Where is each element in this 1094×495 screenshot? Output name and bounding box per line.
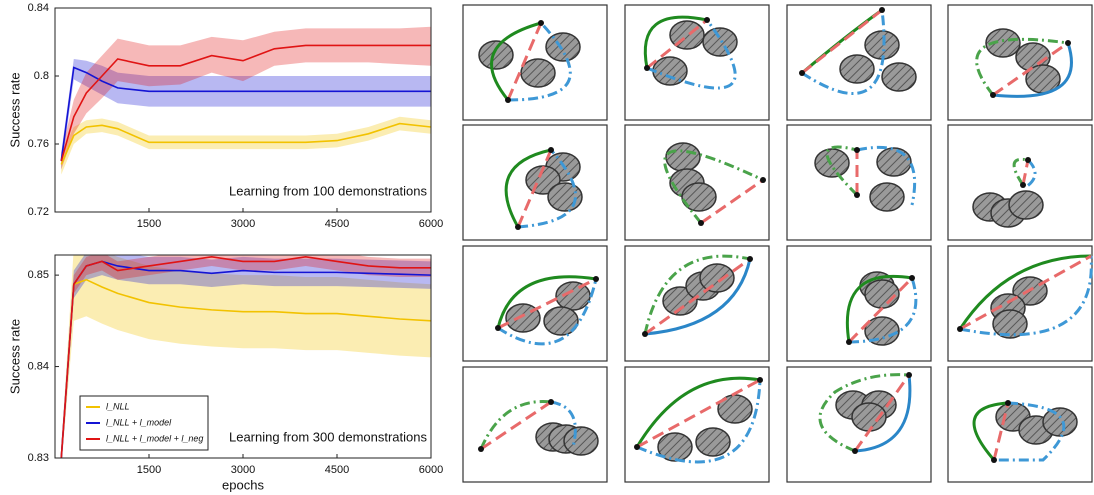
chart: 0.72 0.76 0.8 0.84 1500 3000 4500 6000 Success r… bbox=[7, 2, 443, 230]
panel bbox=[625, 125, 769, 240]
x-tick-label: 4500 bbox=[325, 464, 349, 476]
trajectory-panels bbox=[463, 5, 1092, 482]
x-tick-label: 3000 bbox=[231, 218, 255, 230]
plot-area bbox=[61, 27, 431, 175]
chart: 0.83 0.84 0.85 1500 3000 4500 6000 Success rate… bbox=[7, 243, 443, 492]
panel bbox=[787, 5, 931, 120]
x-tick-label: 6000 bbox=[419, 464, 443, 476]
panel bbox=[625, 246, 769, 361]
legend: l_NLL l_NLL + l_model l_NLL + l_model + l_… bbox=[80, 396, 208, 450]
y-axis-label: Success rate bbox=[7, 319, 22, 394]
annotation: Learning from 300 demonstrations bbox=[229, 429, 428, 444]
y-tick-label: 0.72 bbox=[28, 206, 49, 218]
panel bbox=[463, 125, 607, 240]
y-axis-label: Success rate bbox=[7, 72, 22, 147]
y-tick-label: 0.83 bbox=[28, 452, 49, 464]
panel bbox=[625, 367, 769, 482]
y-tick-label: 0.85 bbox=[28, 269, 49, 281]
y-tick-label: 0.76 bbox=[28, 138, 49, 150]
panel bbox=[787, 125, 931, 240]
charts: 0.72 0.76 0.8 0.84 1500 3000 4500 6000 Success r… bbox=[7, 2, 443, 493]
panel bbox=[463, 5, 607, 120]
panel bbox=[787, 367, 931, 482]
panel bbox=[463, 246, 607, 361]
x-tick-label: 1500 bbox=[137, 218, 161, 230]
legend-label: l_NLL + l_model bbox=[106, 417, 172, 427]
x-tick-label: 3000 bbox=[231, 464, 255, 476]
x-tick-label: 6000 bbox=[419, 218, 443, 230]
y-tick-label: 0.84 bbox=[28, 2, 49, 14]
panel bbox=[625, 5, 769, 120]
y-tick-label: 0.8 bbox=[34, 70, 49, 82]
x-tick-label: 4500 bbox=[325, 218, 349, 230]
panel bbox=[948, 5, 1092, 120]
error-band bbox=[61, 117, 431, 175]
panel bbox=[463, 367, 607, 482]
panel bbox=[948, 125, 1092, 240]
legend-label: l_NLL bbox=[106, 401, 130, 411]
panel bbox=[787, 246, 931, 361]
annotation: Learning from 100 demonstrations bbox=[229, 183, 428, 198]
figure: 0.72 0.76 0.8 0.84 1500 3000 4500 6000 Success r… bbox=[0, 0, 1094, 495]
panel bbox=[948, 246, 1092, 361]
x-axis-label: epochs bbox=[222, 477, 264, 492]
panel bbox=[948, 367, 1092, 482]
y-tick-label: 0.84 bbox=[28, 360, 49, 372]
x-tick-label: 1500 bbox=[137, 464, 161, 476]
legend-label: l_NLL + l_model + l_neg bbox=[106, 433, 203, 443]
